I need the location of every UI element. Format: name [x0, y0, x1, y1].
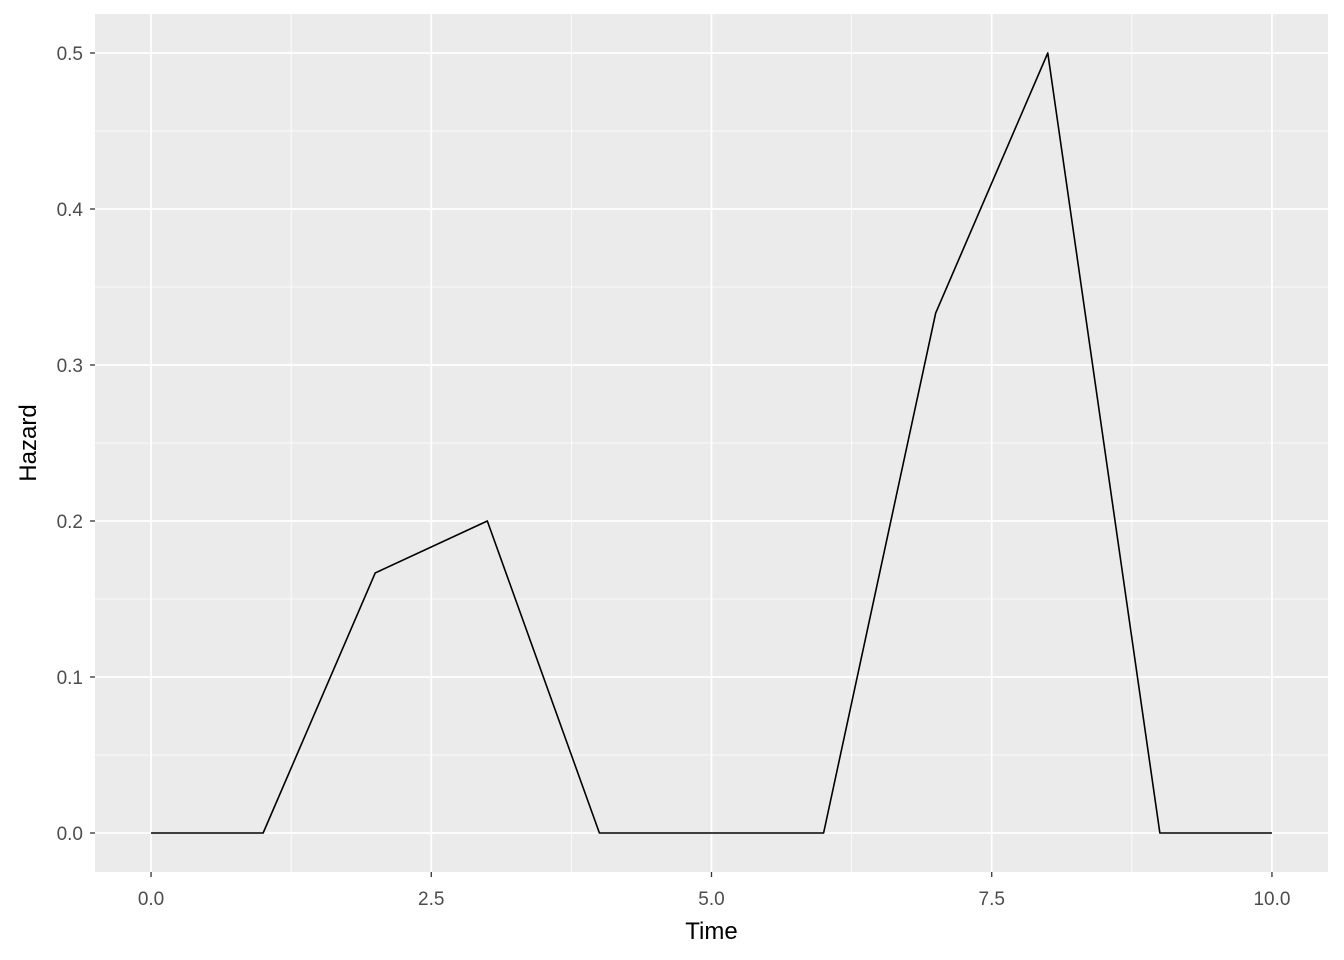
y-tick-label: 0.5 — [57, 44, 83, 65]
y-tick-label: 0.4 — [57, 200, 84, 221]
x-tick-label: 0.0 — [138, 889, 164, 910]
y-axis: 0.0 0.1 0.2 0.3 0.4 0.5 — [57, 44, 95, 845]
x-tick-label: 2.5 — [418, 889, 444, 910]
x-tick-label: 5.0 — [698, 889, 724, 910]
series-layer — [151, 52, 1272, 834]
x-axis-label: Time — [685, 918, 737, 945]
y-tick-label: 0.3 — [57, 356, 83, 377]
hazard-line — [151, 52, 1272, 834]
y-tick-label: 0.0 — [57, 824, 83, 845]
x-tick-label: 10.0 — [1253, 889, 1290, 910]
y-tick-label: 0.2 — [57, 512, 83, 533]
y-tick-label: 0.1 — [57, 668, 83, 689]
y-axis-label: Hazard — [15, 404, 42, 481]
x-axis: 0.0 2.5 5.0 7.5 10.0 — [138, 872, 1290, 910]
x-tick-label: 7.5 — [979, 889, 1005, 910]
